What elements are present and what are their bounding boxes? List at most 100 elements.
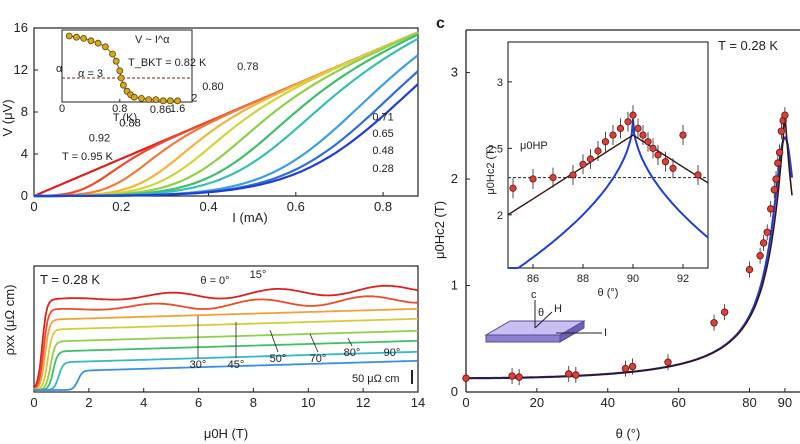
panel-a-inset-xtick-label: 0.8 [112, 103, 127, 115]
panel-b-curve-45° [33, 317, 419, 391]
panel-c-point [775, 148, 784, 157]
panel-b-angle-label: 90° [384, 347, 401, 359]
panel-c-xlabel: θ (°) [616, 426, 641, 441]
panel-c-point [745, 265, 754, 274]
panel-a-inset-point [94, 39, 102, 47]
panel-a-inset-point [138, 95, 145, 102]
panel-c: 0 20 40 60 80 90 0 1 2 3 [451, 29, 800, 410]
panel-c-title: T = 0.28 K [718, 38, 778, 53]
panel-b-xtick-label: 10 [301, 395, 315, 410]
panel-b-angle-label: 70° [310, 353, 327, 365]
panel-c-point [565, 370, 573, 378]
panel-c-point [781, 111, 789, 119]
panel-c-xtick-label: 0 [462, 395, 469, 410]
panel-b-pointer-line [347, 337, 353, 347]
panel-a-inset-xlabel: T (K) [113, 112, 137, 124]
panel-b-angle-label: 45° [228, 359, 245, 371]
panel-a-ytick-label: 16 [14, 20, 28, 35]
panel-c-point [664, 358, 672, 366]
panel-a-curve-label: 0.28 [372, 163, 393, 175]
panel-c-point [772, 175, 780, 183]
panel-a-inset-point [117, 74, 125, 82]
panel-c-hp-label: μ0HP [520, 140, 548, 152]
panel-c-inset-ytick-label: 2 [497, 210, 503, 222]
panel-a-inset-point [159, 97, 167, 105]
panel-a-inset-point [65, 32, 73, 40]
panel-b-angle-label: 50° [270, 353, 287, 365]
panel-b-curve-80° [34, 350, 419, 391]
panel-b-angle-label: 80° [344, 347, 361, 359]
panel-a-inset-point [174, 97, 181, 105]
panel-c-inset-point [654, 151, 662, 159]
panel-a-curve-label: 0.65 [372, 128, 393, 140]
panel-b-pointer-line [309, 333, 319, 353]
panel-b-pointer-line [269, 329, 279, 353]
panel-b-angle-label: 30° [190, 359, 207, 371]
panel-c-inset-point [661, 158, 670, 166]
panel-a-curve-label: 0.48 [372, 145, 393, 157]
panel-b-xtick-label: 12 [356, 395, 370, 410]
panel-c-ytick-label: 2 [451, 171, 458, 186]
panel-a-inset-xtick-label: 0 [59, 103, 65, 115]
panel-a-xtick-label: 0 [30, 199, 37, 214]
panel-c-point [777, 127, 786, 135]
panel-a-ylabel: V (μV) [0, 99, 15, 136]
panel-a-inset-point [87, 37, 95, 45]
panel-c-point [621, 364, 630, 373]
panel-a-inset-tbkt: T_BKT = 0.82 K [128, 57, 207, 69]
panel-c-inset-point [649, 144, 657, 152]
panel-c-inset-point [634, 124, 642, 133]
panel-b-title: T = 0.28 K [40, 272, 100, 287]
panel-c-ytick-label: 3 [451, 65, 458, 80]
panel-b-angle-label: 15° [250, 269, 267, 281]
panel-a-xtick-label: 0.4 [200, 199, 218, 214]
panel-a-inset-title: V ~ I^α [135, 34, 170, 46]
panel-b-xtick-label: 6 [195, 395, 202, 410]
schematic-i-label: I [604, 327, 607, 339]
panel-a-inset-point [130, 93, 138, 101]
panel-c-inset-point [586, 155, 595, 163]
panel-b-xlabel: μ0H (T) [204, 426, 248, 441]
schematic-theta-label: θ [538, 307, 544, 319]
panel-b-angle-label: θ = 0° [200, 275, 229, 287]
panel-b-curve-15° [33, 295, 418, 390]
panel-c-inset-point [594, 147, 602, 155]
panel-c-inset-point [616, 124, 625, 133]
panel-c-point [462, 374, 470, 382]
panel-c-inset-point [644, 138, 652, 146]
panel-c-ytick-label: 1 [451, 278, 458, 293]
panel-b-curve-0° [33, 284, 419, 389]
panel-c-inset-xtick-label: 88 [577, 273, 589, 285]
panel-c-inset-point [609, 131, 617, 139]
panel-c-inset-xlabel: θ (°) [598, 287, 619, 299]
panel-a-xtick-label: 0.8 [374, 199, 392, 214]
schematic-h-label: H [554, 303, 562, 315]
panel-c-inset-point [639, 131, 647, 139]
panel-a-ytick-label: 4 [21, 146, 28, 161]
panel-b-scale-bar-label: 50 μΩ cm [352, 373, 400, 385]
panel-c-inset: 86 88 90 92 2 2.5 3 [488, 41, 709, 285]
panel-c-ylabel: μ0Hc2 (T) [432, 201, 447, 259]
panel-a-inset-point [80, 35, 88, 42]
panel-a-curve-label: 0.71 [372, 111, 393, 123]
panel-a-curve-0.28 [34, 83, 419, 198]
panel-b-curve-30° [33, 307, 419, 391]
panel-a-inset-point [152, 96, 160, 103]
panel-c-point [572, 371, 580, 379]
panel-b-xtick-label: 2 [85, 395, 92, 410]
panel-b-xtick-label: 8 [250, 395, 257, 410]
panel-a-ytick-label: 12 [14, 62, 28, 77]
field-arrow [534, 311, 553, 329]
panel-c-inset-model-2d [507, 134, 709, 216]
panel-c-inset-point [569, 171, 577, 179]
panel-a-xtick-label: 0.2 [112, 199, 130, 214]
panel-c-inset-point [679, 131, 687, 139]
panel-b-curve-50° [33, 329, 419, 391]
panel-c-inset-xtick-label: 86 [527, 273, 539, 285]
panel-a-curve-label: 0.78 [237, 61, 258, 73]
panel-c-point [770, 186, 778, 194]
panel-c-point [508, 372, 516, 380]
panel-c-point [774, 159, 782, 167]
panel-b-frame [33, 265, 419, 393]
